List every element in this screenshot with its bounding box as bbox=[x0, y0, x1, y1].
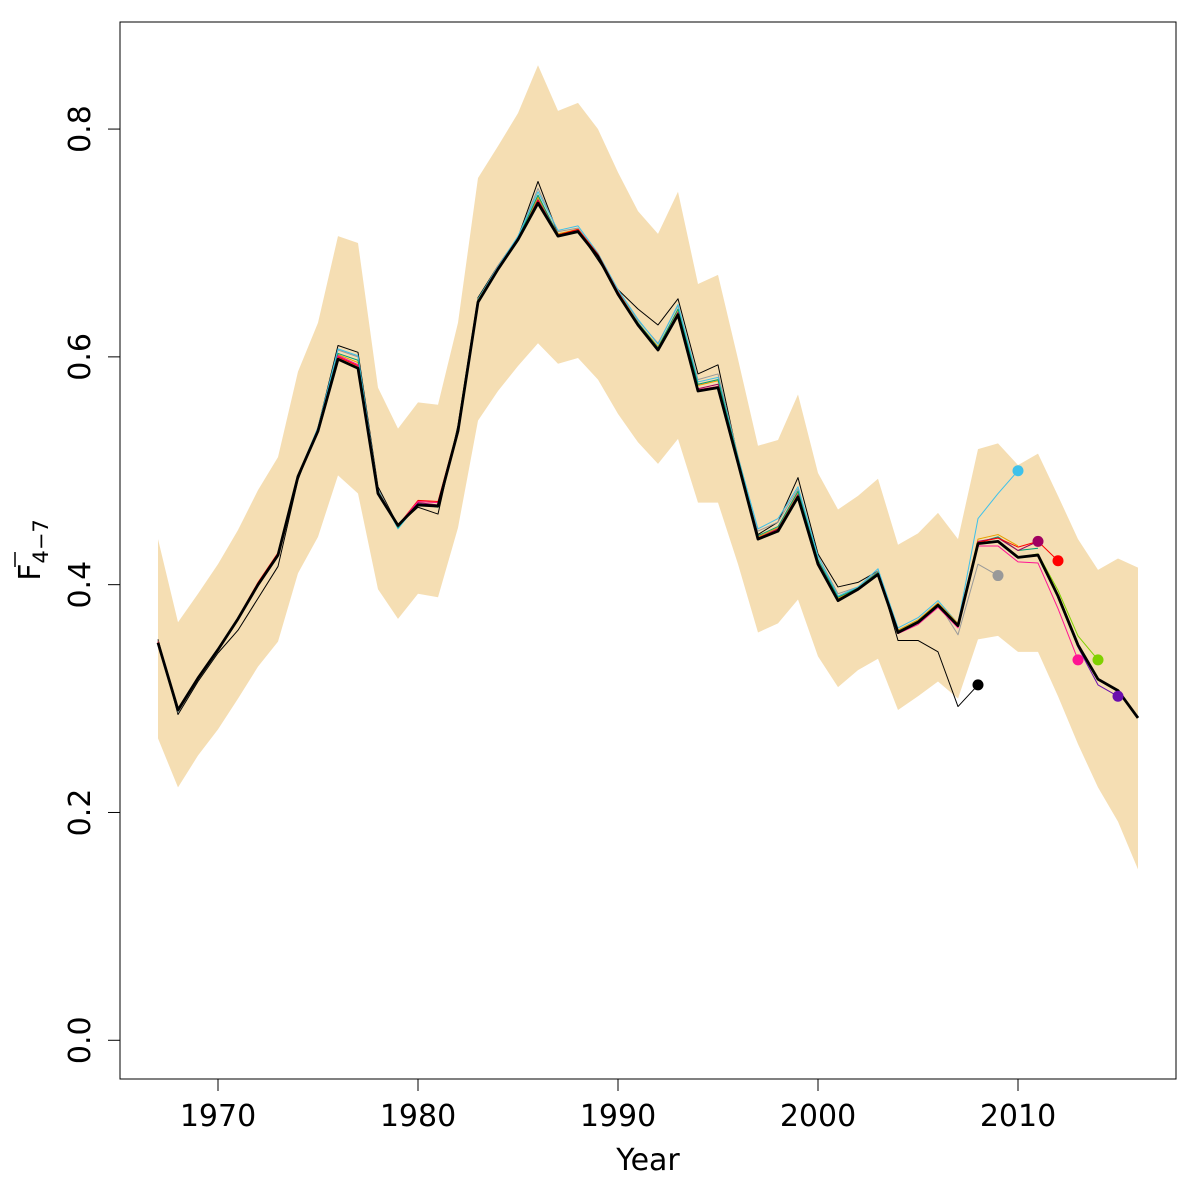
series-end-point-1 bbox=[972, 679, 984, 691]
x-axis-title: Year bbox=[615, 1143, 680, 1178]
y-tick-label: 0.4 bbox=[63, 561, 98, 609]
y-axis-title: F4−7 bbox=[13, 519, 53, 581]
x-tick-label: 1970 bbox=[180, 1099, 256, 1134]
series-layer bbox=[156, 180, 1140, 719]
confidence-band bbox=[158, 65, 1138, 870]
y-tick-label: 0.8 bbox=[63, 105, 98, 153]
x-tick-label: 1980 bbox=[380, 1099, 456, 1134]
series-end-point-8 bbox=[1072, 654, 1084, 666]
series-end-point-7 bbox=[1052, 555, 1064, 567]
end-dot-layer bbox=[972, 465, 1124, 702]
x-tick-label: 1990 bbox=[580, 1099, 656, 1134]
y-tick-label: 0.0 bbox=[63, 1016, 98, 1064]
y-tick-label: 0.6 bbox=[63, 333, 98, 381]
confidence-band-layer bbox=[158, 65, 1138, 870]
svg-text:F4−7: F4−7 bbox=[13, 519, 53, 581]
plot-frame bbox=[119, 21, 1177, 1080]
y-tick-label: 0.2 bbox=[63, 789, 98, 837]
series-end-point-10 bbox=[1112, 690, 1124, 702]
series-end-point-6 bbox=[1032, 535, 1044, 547]
series-end-point-3 bbox=[1012, 465, 1024, 477]
x-tick-label: 2000 bbox=[780, 1099, 856, 1134]
y-axis-title-subscript: 4−7 bbox=[29, 519, 53, 563]
series-end-point-2 bbox=[992, 570, 1004, 582]
series-end-point-9 bbox=[1092, 654, 1104, 666]
series-line-0 bbox=[156, 201, 1140, 719]
x-tick-label: 2010 bbox=[980, 1099, 1056, 1134]
y-axis-title-main: F bbox=[13, 564, 48, 581]
